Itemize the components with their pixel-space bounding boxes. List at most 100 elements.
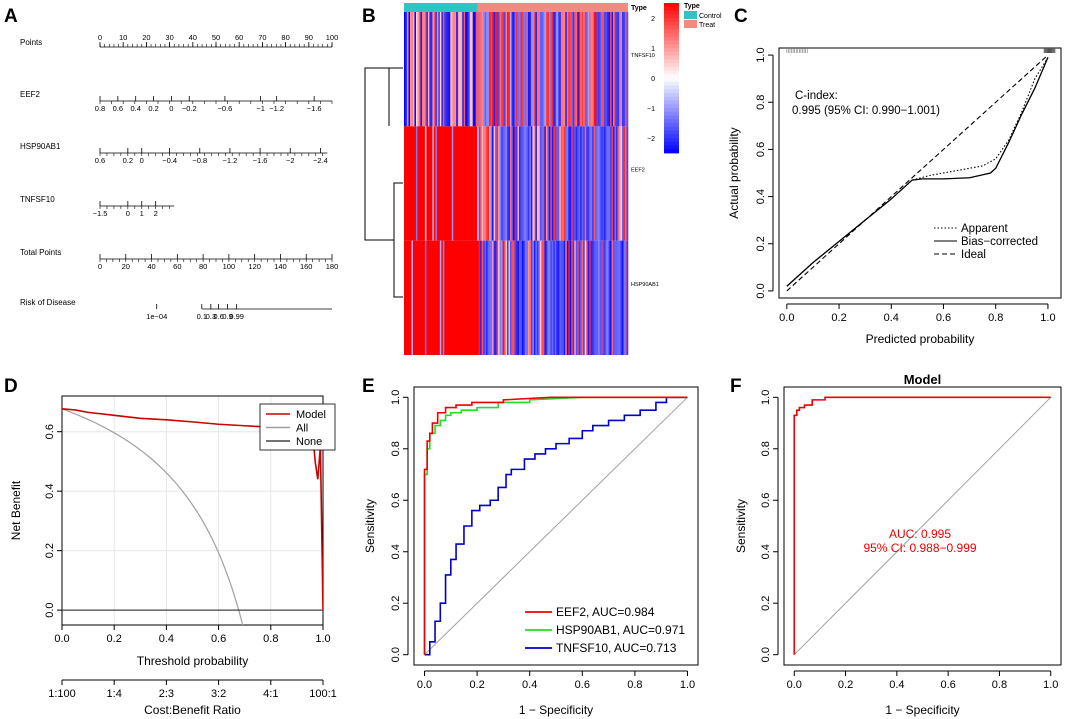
heatmap-cell — [571, 12, 574, 127]
heatmap-cell — [616, 240, 618, 355]
heatmap-cell — [462, 12, 465, 127]
x-axis-title: 1 − Specificity — [519, 703, 593, 717]
heatmap-cell — [404, 12, 406, 127]
heatmap-cell — [504, 12, 506, 127]
heatmap-cell — [620, 126, 623, 241]
heatmap-cell — [502, 240, 505, 355]
panel-label-a: A — [4, 6, 18, 27]
heatmap-cell — [613, 12, 615, 127]
nomogram-tick-label: 1e−04 — [146, 312, 167, 321]
heatmap-cell — [566, 240, 569, 355]
heatmap-cell — [451, 240, 454, 355]
heatmap-cell — [565, 12, 568, 127]
nomogram-tick-label: 0.2 — [123, 156, 133, 165]
heatmap-cell — [508, 240, 511, 355]
heatmap-cell — [429, 126, 432, 241]
nomogram-tick-label: 0 — [98, 262, 102, 271]
heatmap-cell — [505, 126, 508, 241]
heatmap-cell — [511, 126, 514, 241]
x-tick-label: 0.6 — [940, 679, 955, 691]
heatmap-cell — [556, 12, 559, 127]
colorbar-segment — [664, 93, 679, 98]
heatmap-cell — [617, 12, 620, 127]
nomogram-tick-label: 20 — [142, 33, 150, 42]
x-axis-title: Threshold probability — [137, 654, 248, 668]
heatmap-cell — [493, 240, 496, 355]
heatmap-cell — [438, 126, 441, 241]
heatmap-cell — [492, 12, 494, 127]
nomogram-tick-label: 0.9 — [222, 312, 232, 321]
x-tick-label: 0.4 — [159, 633, 174, 645]
nomogram-tick-label: 40 — [147, 262, 155, 271]
nomogram-tick-label: 120 — [248, 262, 261, 271]
nomogram-tick-label: 50 — [212, 33, 220, 42]
heatmap-cell — [557, 240, 560, 355]
heatmap-cell — [605, 240, 608, 355]
heatmap-cell — [415, 126, 418, 241]
heatmap-cell — [623, 12, 626, 127]
heatmap-cell — [613, 240, 615, 355]
heatmap-cell — [502, 12, 505, 127]
heatmap-cell — [448, 240, 451, 355]
y-tick-label: 0.0 — [44, 602, 56, 617]
heatmap-cell — [432, 126, 435, 241]
heatmap-cell — [445, 12, 448, 127]
reference-diagonal — [424, 396, 688, 656]
x-tick-label: 0.8 — [988, 312, 1003, 324]
legend-label-tnfsf10-auc-0-713: TNFSF10, AUC=0.713 — [556, 641, 677, 655]
heatmap-cell — [514, 12, 517, 127]
heatmap-cell — [447, 240, 450, 355]
x-tick-label: 0.4 — [889, 679, 904, 691]
heatmap-cell — [560, 126, 563, 241]
heatmap-cell — [529, 240, 532, 355]
heatmap-cell — [587, 126, 590, 241]
x-tick-label: 0.6 — [211, 633, 226, 645]
heatmap-cell — [526, 126, 529, 241]
heatmap-cell — [430, 126, 433, 241]
nomogram-tick-label: 80 — [281, 33, 289, 42]
nomogram-tick-label: −0.2 — [182, 104, 197, 113]
annotation-bar-treat — [477, 3, 628, 12]
heatmap-cell — [551, 12, 554, 127]
heatmap-cell — [417, 240, 420, 355]
heatmap-cell — [495, 126, 497, 241]
heatmap-cell — [469, 126, 472, 241]
heatmap-cell — [614, 12, 617, 127]
heatmap-cell — [516, 12, 518, 127]
heatmap-cell — [484, 126, 487, 241]
colorbar-segment — [664, 85, 679, 90]
panel-e-roc: 0.0 0.2 0.4 0.6 0.8 1.0 0.0 0.2 0.4 0.6 0.8 1.0 1 − … — [363, 386, 699, 717]
heatmap-cell — [456, 126, 459, 241]
heatmap-cell — [568, 12, 571, 127]
heatmap-cell — [521, 12, 524, 127]
legend-swatch-treat — [684, 20, 697, 28]
y-tick-label: 0.4 — [755, 189, 767, 204]
heatmap-cell — [487, 126, 490, 241]
heatmap-cell — [547, 240, 550, 355]
heatmap-cell — [486, 126, 488, 241]
x-tick-label: 1.0 — [1043, 679, 1058, 691]
secondary-tick-label: 1:4 — [107, 688, 122, 700]
heatmap-cell — [559, 12, 562, 127]
heatmap-cell — [483, 126, 485, 241]
heatmap-cell — [442, 12, 445, 127]
heatmap-cell — [551, 126, 554, 241]
heatmap-cell — [477, 240, 479, 355]
heatmap-cell — [495, 240, 497, 355]
y-tick-label: 0.8 — [755, 95, 767, 110]
heatmap-cell — [426, 12, 429, 127]
heatmap-cell — [438, 12, 441, 127]
heatmap-cell — [436, 12, 439, 127]
heatmap-cell — [445, 126, 448, 241]
heatmap-cell — [580, 126, 582, 241]
heatmap-cell — [518, 240, 521, 355]
heatmap-cell — [448, 12, 451, 127]
heatmap-cell — [521, 126, 524, 241]
heatmap-cell — [560, 240, 563, 355]
heatmap-cell — [444, 126, 447, 241]
heatmap-cell — [526, 12, 529, 127]
heatmap-cell — [463, 126, 466, 241]
heatmap-cell — [524, 240, 527, 355]
heatmap-cell — [513, 12, 515, 127]
y-tick-label: 0.6 — [390, 493, 402, 508]
